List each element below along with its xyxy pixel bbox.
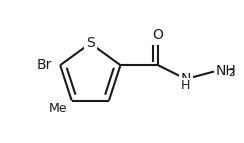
Text: H: H [181, 80, 191, 93]
Text: N: N [181, 72, 191, 86]
Text: S: S [86, 36, 95, 50]
Text: Br: Br [37, 58, 52, 72]
Text: O: O [153, 28, 163, 42]
Text: 2: 2 [228, 68, 235, 78]
Text: NH: NH [215, 64, 236, 78]
Text: Me: Me [49, 102, 68, 115]
